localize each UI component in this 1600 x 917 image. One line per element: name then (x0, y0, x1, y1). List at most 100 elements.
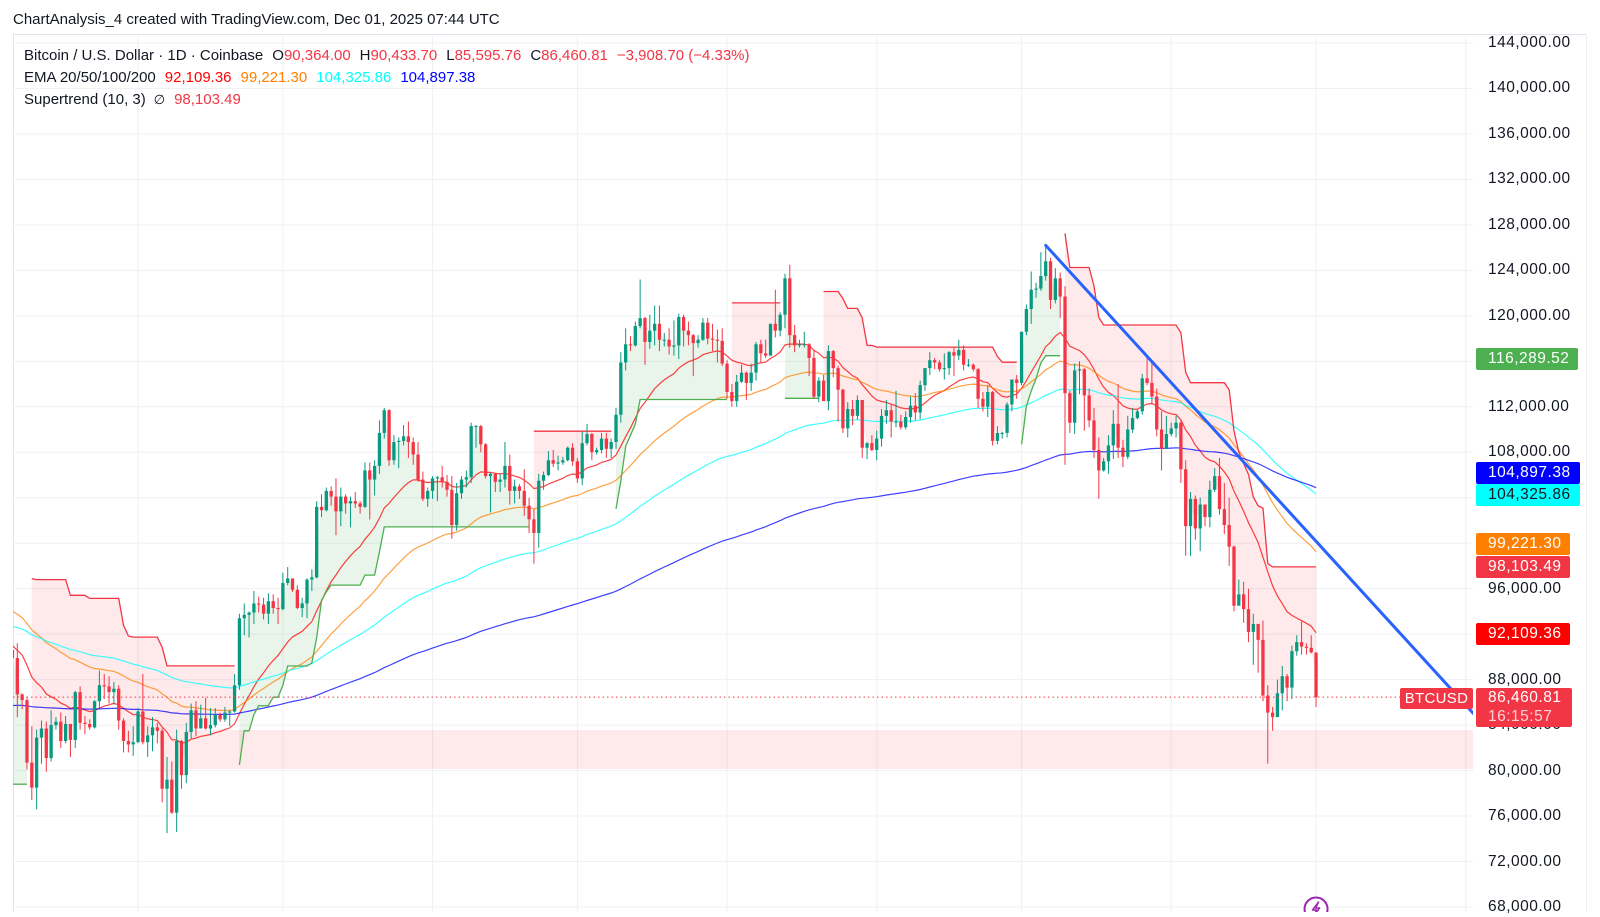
candle (638, 279, 642, 329)
candle (918, 380, 922, 420)
supertrend-up-line[interactable] (615, 398, 727, 510)
candle (141, 673, 145, 745)
candle (1053, 268, 1057, 304)
candle (986, 385, 990, 418)
candle (416, 442, 420, 482)
candle (411, 437, 415, 465)
candle (648, 314, 652, 349)
candle (78, 686, 82, 730)
candle (1073, 363, 1077, 435)
candle (551, 449, 555, 468)
candle (286, 567, 290, 586)
supertrend-down-line[interactable] (31, 578, 235, 667)
plot-area[interactable] (11, 34, 1474, 912)
candle (744, 371, 749, 400)
supertrend-title[interactable]: Supertrend (10, 3) (24, 91, 146, 108)
candle (595, 447, 599, 455)
support-zone-rectangle[interactable] (188, 729, 1473, 769)
candle (1039, 252, 1043, 291)
supertrend-down-line[interactable] (823, 290, 1017, 363)
candle (348, 496, 353, 528)
candle (614, 407, 618, 449)
candle (1232, 545, 1236, 612)
candle (937, 360, 942, 372)
ema-100-line[interactable] (13, 388, 1317, 689)
candle (1048, 257, 1053, 310)
candle (1251, 613, 1255, 665)
candle (121, 718, 126, 753)
candle (580, 431, 584, 486)
candle (488, 472, 493, 513)
candle (604, 432, 608, 458)
price-axis-label: 140,000.00 (1488, 79, 1571, 97)
candle (44, 721, 48, 772)
candle (783, 273, 787, 329)
candle (1015, 374, 1019, 399)
candle (107, 676, 111, 704)
legend-ema-indicator[interactable]: EMA 20/50/100/200 92,109.36 99,221.30 10… (24, 67, 750, 89)
ema-20-line[interactable] (13, 331, 1317, 744)
candle (1010, 379, 1014, 412)
supertrend-up-line[interactable] (1020, 355, 1061, 445)
supertrend-up-fill (785, 296, 819, 399)
candle (1299, 621, 1304, 655)
downtrend-trendline[interactable] (1044, 243, 1474, 716)
candle (97, 670, 102, 709)
candle (498, 473, 502, 493)
candle (566, 446, 570, 462)
candle (628, 336, 633, 352)
candle (561, 456, 565, 465)
price-axis-label: 68,000.00 (1488, 898, 1562, 915)
candle (1261, 620, 1265, 702)
candle (54, 717, 58, 730)
candle (39, 720, 44, 764)
candle (512, 479, 517, 504)
supertrend-down-line[interactable] (1064, 233, 1317, 568)
candle (990, 390, 995, 446)
candle (570, 443, 575, 466)
symbol-description[interactable]: Bitcoin / U.S. Dollar · 1D · Coinbase (24, 47, 264, 64)
candle (1314, 651, 1318, 707)
candle (63, 716, 68, 744)
supertrend-value: 98,103.49 (174, 91, 241, 108)
supertrend-up-fill (239, 421, 530, 765)
price-axis-label: 120,000.00 (1488, 306, 1571, 324)
candle (633, 321, 637, 347)
candle (817, 377, 821, 403)
candle (493, 472, 497, 493)
candle (995, 426, 1000, 445)
legend-supertrend-indicator[interactable]: Supertrend (10, 3) ∅ 98,103.49 (24, 89, 750, 111)
ema-indicator-title[interactable]: EMA 20/50/100/200 (24, 69, 156, 86)
supertrend-down-fill (31, 578, 235, 797)
price-change: −3,908.70 (−4.33%) (616, 47, 750, 64)
candle (242, 603, 246, 636)
candle (1005, 402, 1009, 438)
candle (160, 728, 164, 803)
supertrend-lines[interactable] (13, 233, 1317, 785)
candle (1092, 407, 1096, 458)
supertrend-up-fill (13, 656, 27, 785)
candle (1130, 407, 1135, 433)
candle (1266, 685, 1270, 764)
candle (749, 363, 753, 391)
candle (1179, 420, 1183, 483)
candle (667, 328, 671, 355)
price-axis[interactable]: 144,000.00 140,000.00 136,000.00 132,000.00… (1473, 34, 1587, 915)
candle (1290, 645, 1294, 699)
candle (759, 339, 763, 363)
candle (170, 761, 174, 814)
candle (850, 399, 855, 425)
candle (913, 393, 917, 421)
candle (865, 442, 869, 460)
candle (88, 719, 92, 730)
candle (870, 435, 874, 452)
candle (1275, 679, 1280, 718)
candle (691, 334, 695, 377)
candle (696, 335, 700, 348)
ema-50-value: 99,221.30 (240, 69, 308, 86)
supertrend-up-line[interactable] (238, 526, 530, 765)
event-marker-lightning-icon[interactable] (1303, 896, 1329, 913)
legend-main-series[interactable]: Bitcoin / U.S. Dollar · 1D · Coinbase O9… (24, 45, 750, 67)
candle (319, 494, 324, 518)
